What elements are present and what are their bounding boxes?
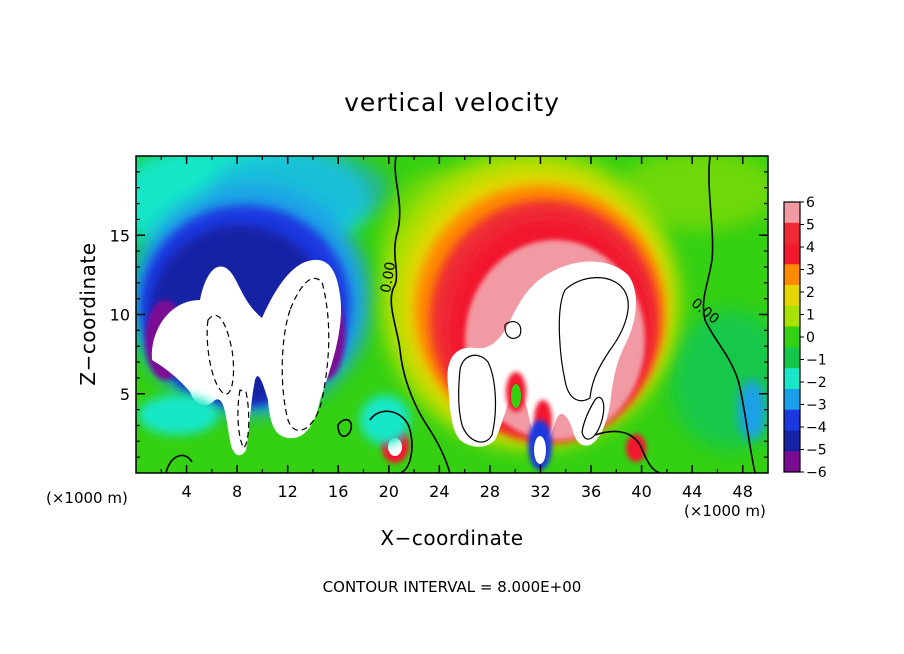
contour-lines [165,156,756,473]
colorbar-tick-label: 4 [806,240,815,256]
colorbar-swatch [784,243,800,265]
pos-contour-core [558,277,629,402]
colorbar-swatch [784,285,800,307]
y-tick-label: 15 [110,226,130,245]
colorbar-tick-label: −1 [806,353,827,369]
colorbar-tick-label: −4 [806,420,827,436]
colorbar-tick-label: 0 [806,330,815,346]
x-tick-label: 32 [530,482,550,501]
colorbar: 6 5 4 3 2 1 0 −1 −2 −3 −4 −5 −6 [783,195,827,481]
colorbar-tick-label: −6 [806,465,827,481]
x-tick-label: 28 [480,482,500,501]
pos-contour-core-4 [581,396,605,440]
colorbar-swatch [784,451,800,473]
colorbar-swatch [784,222,800,245]
x-tick-label: 8 [232,482,242,501]
zero-contour-small [369,410,413,473]
y-axis-label: Z−coordinate [76,242,100,386]
zero-contour-small-2 [594,430,661,473]
colorbar-tick-label: −2 [806,375,827,391]
zero-contour-small-3 [165,454,193,473]
x-tick-label: 20 [379,482,399,501]
x-axis-ticks: 4 8 12 16 20 24 28 32 36 40 44 48 [160,156,753,501]
colorbar-tick-label: −5 [806,443,827,459]
x-tick-label: 4 [181,482,191,501]
colorbar-swatch [784,326,800,348]
colorbar-swatch [784,202,800,224]
zero-contour-small-4 [337,418,353,437]
neg-contour-left-2 [281,277,330,431]
colorbar-swatch [784,305,800,328]
x-tick-label: 44 [682,482,702,501]
colorbar-tick-label: −3 [806,398,827,414]
neg-contour-left-1 [206,314,235,395]
colorbar-tick-label: 6 [806,195,815,211]
colorbar-swatch [784,264,800,286]
x-tick-label: 40 [631,482,651,501]
chart-title: vertical velocity [344,88,560,117]
colorbar-tick-label: 2 [806,285,815,301]
colorbar-swatch [784,409,800,431]
x-tick-label: 48 [733,482,753,501]
x-axis-label: X−coordinate [380,526,524,550]
x-tick-label: 12 [278,482,298,501]
x-tick-label: 36 [581,482,601,501]
colorbar-swatch [784,388,800,411]
neg-contour-left-3 [237,389,250,450]
x-tick-label: 24 [429,482,449,501]
contour-label: 0.00 [378,261,399,294]
zero-contour-right [702,156,756,473]
zero-contour-left [390,156,451,473]
x-unit-right: (×1000 m) [684,502,766,520]
colorbar-tick-label: 5 [806,218,815,234]
colorbar-tick-label: 3 [806,263,815,279]
colorbar-swatch [784,368,800,390]
colorbar-swatch [784,347,800,369]
velocity-field [136,156,768,473]
pos-contour-core-2 [458,354,497,443]
colorbar-swatch [784,430,800,452]
x-tick-label: 16 [328,482,348,501]
colorbar-tick-label: 1 [806,308,815,324]
contour-interval-note: CONTOUR INTERVAL = 8.000E+00 [322,578,582,596]
y-axis-ticks: 5 10 15 [110,171,768,458]
y-tick-label: 10 [110,306,130,325]
x-unit-left: (×1000 m) [46,489,128,507]
pos-contour-core-3 [504,321,522,339]
y-tick-label: 5 [120,385,130,404]
